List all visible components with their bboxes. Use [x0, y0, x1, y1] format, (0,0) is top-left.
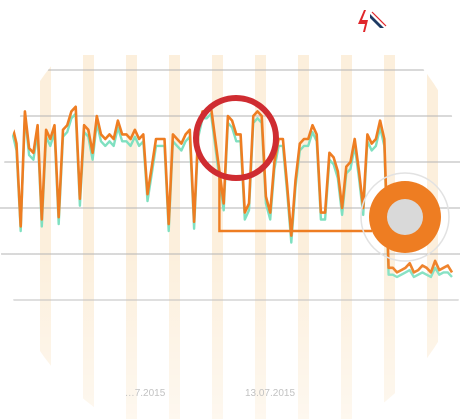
weekend-band	[298, 55, 309, 419]
weekend-band	[212, 55, 223, 419]
logo-blue-mark	[370, 14, 384, 28]
x-tick-label: 13.07.2015	[245, 388, 295, 399]
weekend-band	[83, 55, 94, 419]
weekend-band	[169, 55, 180, 419]
weekend-band	[126, 55, 137, 419]
brand-logo	[358, 10, 387, 32]
ring-marker-core	[387, 199, 423, 235]
weekend-band	[40, 55, 51, 419]
weekend-band	[341, 55, 352, 419]
logo-red-mark	[358, 10, 368, 32]
x-tick-label: …7.2015	[125, 388, 166, 399]
